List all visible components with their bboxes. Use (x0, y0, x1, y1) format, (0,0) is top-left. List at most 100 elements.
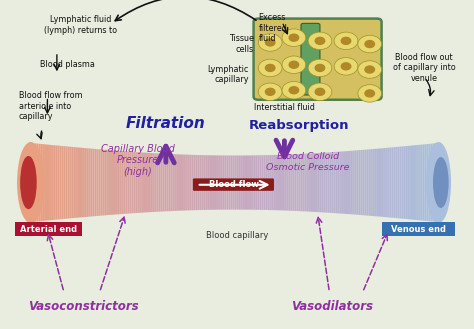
Polygon shape (86, 148, 88, 217)
Ellipse shape (265, 88, 275, 95)
Polygon shape (257, 155, 259, 210)
Polygon shape (428, 144, 430, 221)
Polygon shape (272, 155, 274, 210)
Polygon shape (331, 152, 334, 213)
Polygon shape (342, 151, 344, 214)
Polygon shape (282, 155, 284, 211)
Polygon shape (265, 155, 268, 210)
Polygon shape (363, 150, 365, 215)
Polygon shape (72, 147, 74, 218)
Polygon shape (313, 153, 315, 212)
Polygon shape (418, 145, 420, 220)
Polygon shape (169, 154, 171, 211)
Polygon shape (433, 143, 435, 222)
Polygon shape (171, 154, 173, 211)
Polygon shape (309, 153, 311, 212)
Polygon shape (191, 155, 193, 210)
Polygon shape (49, 145, 51, 220)
Polygon shape (268, 155, 270, 210)
Polygon shape (187, 155, 189, 211)
Text: Lymphatic fluid
(lymph) returns to: Lymphatic fluid (lymph) returns to (44, 15, 117, 35)
Polygon shape (348, 151, 350, 214)
Polygon shape (109, 150, 111, 215)
Polygon shape (150, 153, 152, 212)
Ellipse shape (289, 34, 299, 41)
Polygon shape (430, 143, 433, 221)
Polygon shape (280, 155, 282, 211)
Polygon shape (227, 156, 228, 210)
Polygon shape (439, 143, 441, 222)
Polygon shape (290, 154, 292, 211)
Polygon shape (241, 156, 243, 210)
Polygon shape (392, 147, 393, 218)
Polygon shape (243, 155, 245, 210)
Ellipse shape (334, 58, 358, 75)
Polygon shape (373, 149, 375, 216)
Polygon shape (224, 155, 227, 210)
Ellipse shape (358, 85, 382, 102)
Polygon shape (185, 155, 187, 211)
Polygon shape (336, 152, 338, 213)
Ellipse shape (315, 64, 325, 71)
Polygon shape (340, 151, 342, 214)
FancyBboxPatch shape (301, 23, 320, 95)
Polygon shape (437, 143, 439, 222)
Polygon shape (117, 151, 119, 215)
Polygon shape (395, 147, 398, 218)
Polygon shape (346, 151, 348, 214)
Text: Capillary Blood
Pressure
(high): Capillary Blood Pressure (high) (100, 144, 174, 177)
Text: Blood flow from
arteriole into
capillary: Blood flow from arteriole into capillary (19, 91, 82, 121)
Polygon shape (99, 149, 100, 216)
Polygon shape (121, 151, 123, 214)
Polygon shape (381, 148, 383, 217)
Polygon shape (158, 153, 160, 212)
Polygon shape (323, 153, 325, 213)
Polygon shape (189, 155, 191, 210)
Polygon shape (344, 151, 346, 214)
Text: Blood flow out
of capillary into
venule: Blood flow out of capillary into venule (393, 53, 456, 83)
Polygon shape (210, 155, 212, 210)
FancyBboxPatch shape (15, 222, 82, 236)
Polygon shape (88, 148, 90, 217)
Ellipse shape (315, 38, 325, 44)
Polygon shape (128, 151, 129, 214)
Polygon shape (334, 152, 336, 213)
Polygon shape (383, 148, 385, 217)
Polygon shape (270, 155, 272, 210)
Polygon shape (179, 154, 181, 211)
Polygon shape (228, 156, 230, 210)
FancyBboxPatch shape (254, 18, 382, 100)
Polygon shape (57, 145, 59, 219)
Polygon shape (64, 146, 65, 219)
Text: Blood Colloid
Osmotic Pressure: Blood Colloid Osmotic Pressure (266, 152, 350, 171)
Polygon shape (315, 153, 317, 212)
Polygon shape (82, 148, 84, 217)
Polygon shape (35, 143, 36, 222)
Polygon shape (154, 153, 156, 212)
Polygon shape (181, 154, 183, 211)
Ellipse shape (258, 34, 282, 51)
Text: Venous end: Venous end (391, 224, 446, 234)
Polygon shape (259, 155, 262, 210)
Polygon shape (78, 147, 80, 218)
Polygon shape (136, 152, 138, 213)
Polygon shape (208, 155, 210, 210)
Polygon shape (352, 151, 354, 215)
Polygon shape (321, 153, 323, 213)
Polygon shape (216, 155, 218, 210)
Polygon shape (125, 151, 128, 214)
Ellipse shape (365, 40, 374, 48)
Polygon shape (393, 147, 395, 218)
Polygon shape (233, 156, 235, 210)
Polygon shape (420, 144, 422, 220)
Ellipse shape (265, 64, 275, 71)
Polygon shape (294, 154, 297, 211)
Polygon shape (92, 149, 94, 216)
Ellipse shape (315, 88, 325, 95)
Polygon shape (350, 151, 352, 215)
Polygon shape (435, 143, 437, 222)
Polygon shape (317, 153, 319, 212)
Polygon shape (278, 155, 280, 210)
Text: Tissue
cells: Tissue cells (228, 34, 254, 54)
Text: Excess
filtered
fluid: Excess filtered fluid (258, 13, 287, 43)
